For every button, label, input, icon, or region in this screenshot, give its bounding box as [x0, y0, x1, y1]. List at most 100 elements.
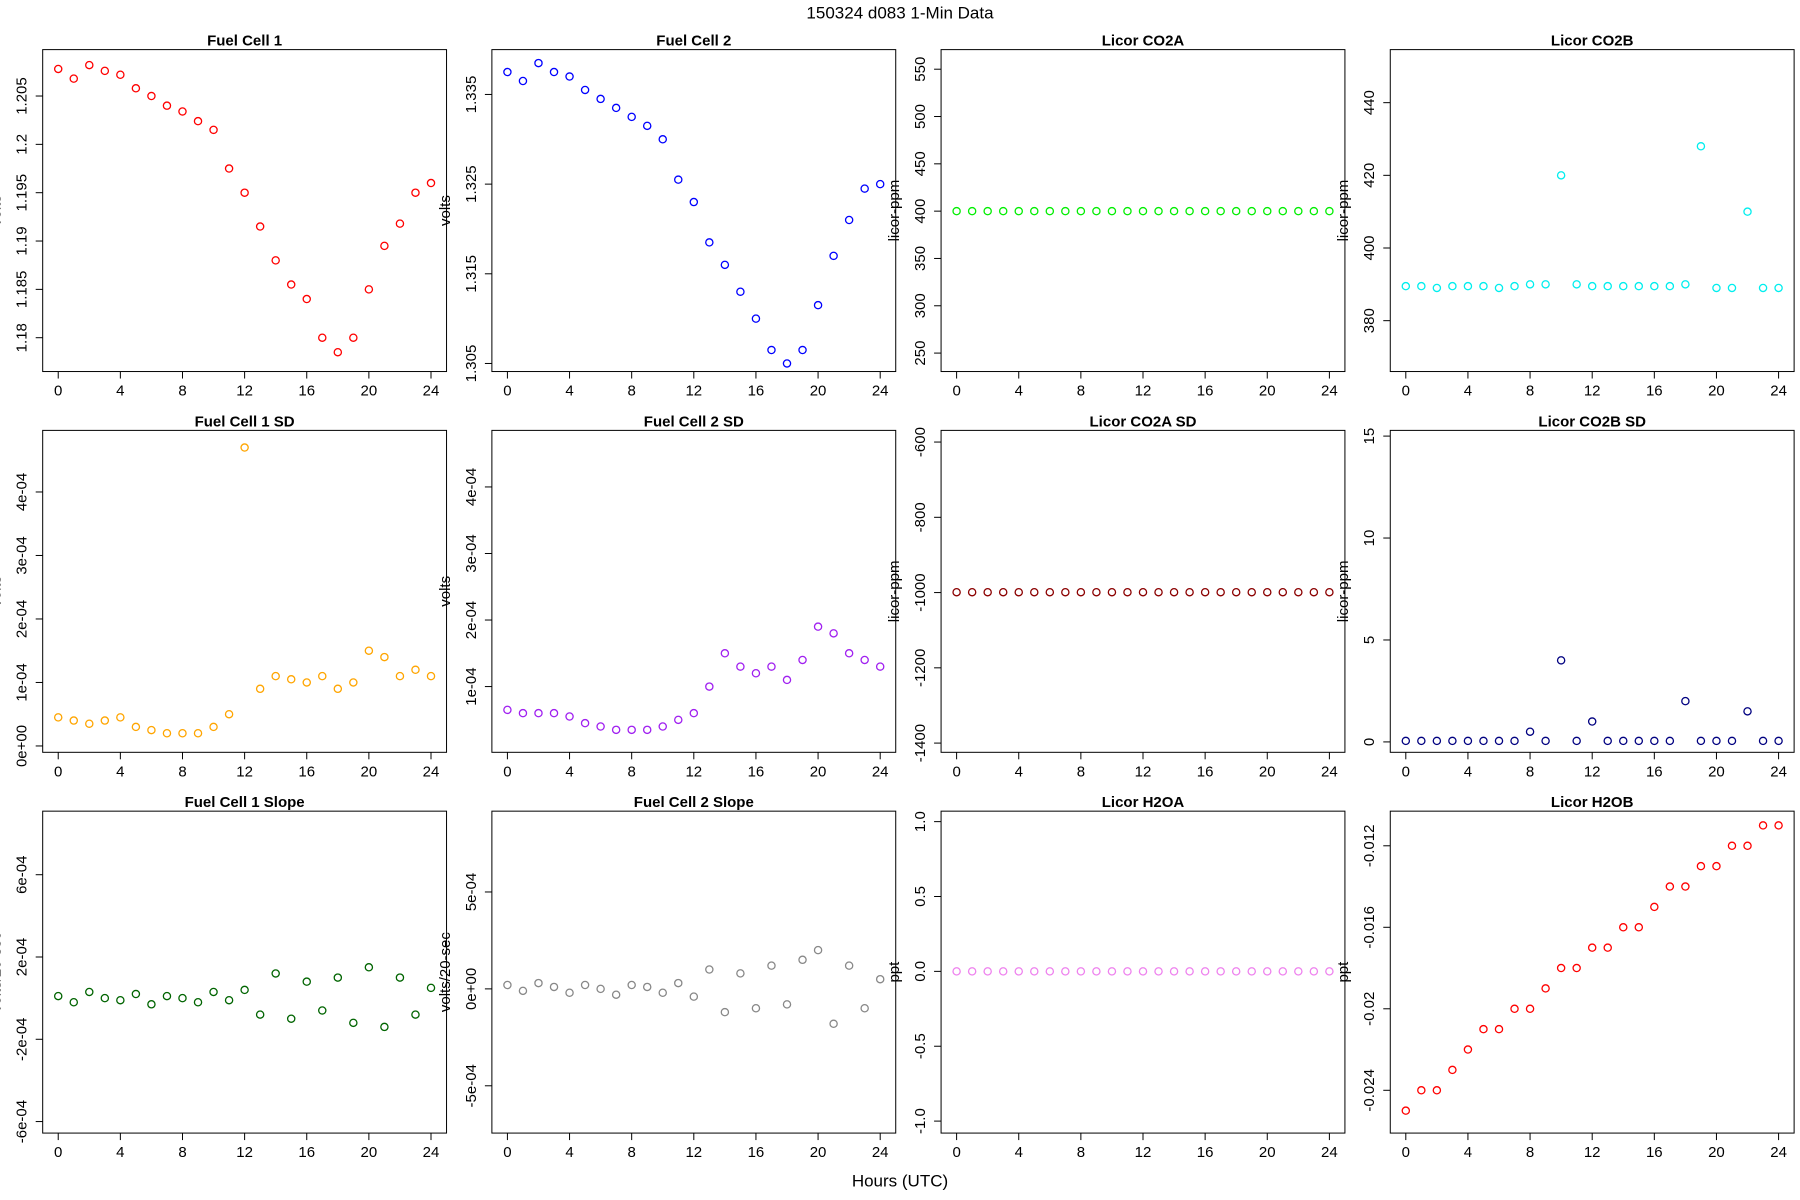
y-tick-label: 2e-04 [14, 938, 31, 976]
x-tick-label: 20 [1708, 763, 1725, 780]
x-tick-label: 4 [1015, 763, 1023, 780]
y-tick-label: 1e-04 [14, 663, 31, 701]
point [69, 74, 79, 83]
y-tick-label: -6e-04 [14, 1100, 31, 1143]
x-tick-label: 4 [1464, 763, 1472, 780]
point [411, 188, 420, 197]
x-axis-label: Hours (UTC) [852, 1171, 948, 1190]
point [209, 722, 218, 732]
x-tick-label: 8 [628, 383, 636, 400]
x-tick-label: 8 [1526, 763, 1534, 780]
point [1619, 923, 1628, 932]
x-tick-label: 24 [1770, 1144, 1787, 1161]
point [1541, 736, 1550, 746]
point [1556, 171, 1566, 180]
point [1200, 967, 1210, 976]
point [1681, 696, 1690, 706]
point [549, 67, 559, 77]
point [1603, 281, 1612, 291]
x-tick-label: 0 [952, 1144, 960, 1161]
point [1061, 206, 1070, 216]
point [1665, 882, 1675, 891]
point [1309, 587, 1319, 597]
point [162, 991, 172, 1001]
point [1463, 736, 1473, 746]
x-tick-label: 16 [1646, 763, 1663, 780]
point [1200, 587, 1210, 597]
point [1727, 736, 1737, 746]
point [1014, 967, 1023, 976]
x-tick-label: 4 [1015, 383, 1023, 400]
x-tick-label: 0 [503, 383, 511, 400]
x-tick-label: 12 [685, 1144, 702, 1161]
point [1294, 206, 1303, 216]
y-tick-label: 0 [1361, 738, 1378, 746]
point [596, 94, 605, 104]
point [85, 60, 94, 70]
point [580, 718, 590, 728]
point [998, 587, 1008, 597]
point [69, 998, 79, 1007]
point [518, 986, 528, 996]
y-tick-label: 1.185 [14, 271, 31, 309]
point [798, 655, 807, 665]
x-tick-label: 8 [1077, 763, 1085, 780]
y-tick-label: 10 [1361, 530, 1378, 547]
point [131, 722, 141, 732]
point [53, 991, 63, 1001]
y-axis-label: volts [437, 576, 454, 607]
point [503, 67, 512, 77]
y-tick-label: 5e-04 [463, 873, 480, 911]
x-tick-label: 24 [1770, 763, 1787, 780]
point [1216, 967, 1225, 976]
point [767, 961, 776, 970]
point [302, 294, 311, 304]
point [844, 215, 854, 225]
x-tick-label: 12 [236, 1144, 253, 1161]
x-tick-label: 24 [1770, 383, 1787, 400]
point [860, 184, 869, 193]
point [998, 967, 1008, 976]
point [1045, 206, 1055, 216]
point [1634, 923, 1644, 932]
y-tick-label: 300 [912, 293, 929, 318]
point [1727, 841, 1737, 851]
panel: Licor CO2A licor-ppm 0 4 8 12 16 20 24 250 300 350 4… [886, 33, 1346, 400]
x-tick-label: 20 [810, 763, 827, 780]
point [782, 359, 792, 368]
point [534, 978, 543, 988]
panel-title: Fuel Cell 2 [656, 33, 731, 50]
y-tick-label: 0e+00 [14, 725, 31, 767]
point [1263, 967, 1272, 976]
point [798, 345, 807, 355]
point [829, 1019, 838, 1029]
point [658, 988, 667, 998]
point [364, 285, 374, 294]
x-tick-label: 4 [565, 383, 573, 400]
x-tick-label: 4 [1464, 1144, 1472, 1161]
point [767, 662, 776, 671]
point [1541, 280, 1550, 289]
y-tick-label: 400 [912, 199, 929, 224]
point [271, 969, 280, 978]
point [1712, 861, 1721, 871]
y-tick-label: 1.205 [14, 77, 31, 115]
point [147, 725, 156, 735]
point [1696, 736, 1706, 746]
x-tick-label: 12 [236, 383, 253, 400]
point [193, 998, 203, 1007]
point [813, 945, 823, 955]
x-tick-label: 0 [952, 763, 960, 780]
point [674, 175, 683, 184]
point [271, 671, 280, 681]
point [952, 967, 961, 976]
point [1154, 206, 1163, 216]
x-tick-label: 0 [1402, 383, 1410, 400]
point [1572, 963, 1581, 973]
point [503, 980, 512, 990]
x-tick-label: 4 [565, 1144, 573, 1161]
point [318, 333, 327, 342]
x-tick-label: 0 [54, 1144, 62, 1161]
x-tick-label: 12 [1135, 763, 1152, 780]
panel-title: Fuel Cell 1 SD [195, 413, 295, 430]
